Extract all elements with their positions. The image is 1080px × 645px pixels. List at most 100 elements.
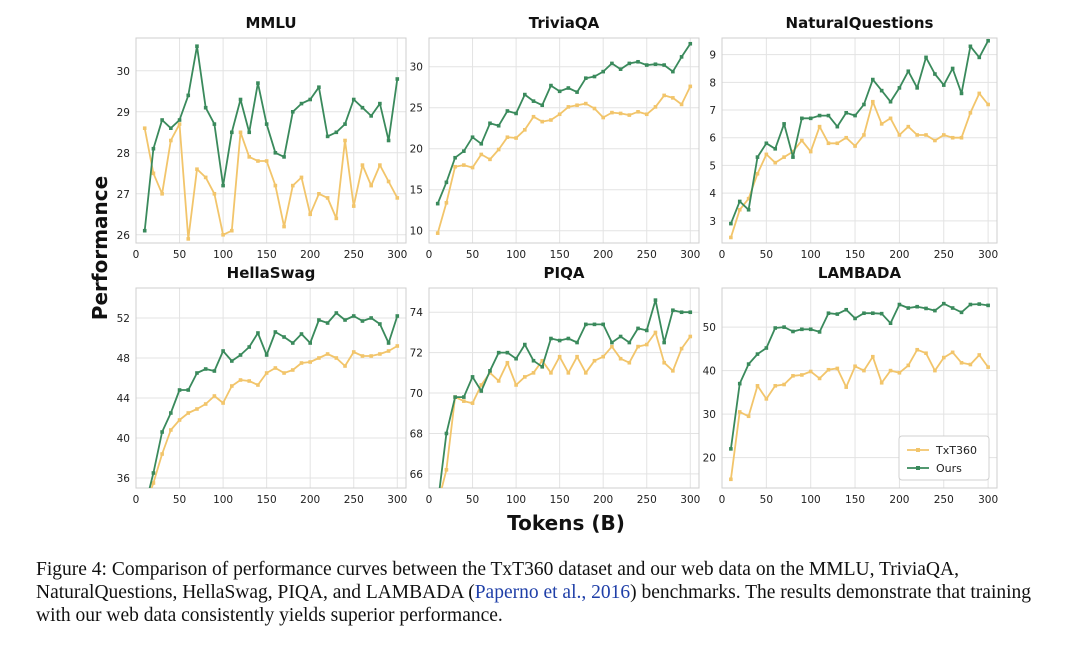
- data-point-txt360: [782, 155, 786, 159]
- data-point-ours: [671, 69, 675, 74]
- data-point-txt360: [688, 84, 693, 89]
- data-point-ours: [351, 97, 356, 102]
- figure-caption: Figure 4: Comparison of performance curv…: [36, 558, 1056, 627]
- data-point-txt360: [729, 477, 733, 482]
- data-point-txt360: [977, 91, 982, 96]
- data-point-txt360: [230, 228, 234, 233]
- data-point-txt360: [435, 231, 440, 235]
- data-point-txt360: [897, 133, 902, 137]
- data-point-ours: [755, 155, 760, 159]
- y-tick-label: 15: [410, 185, 423, 197]
- data-point-ours: [488, 121, 492, 126]
- y-axis-label: Performance: [88, 176, 112, 320]
- data-point-txt360: [386, 179, 391, 184]
- data-point-txt360: [782, 382, 786, 387]
- data-point-txt360: [334, 216, 339, 221]
- plot-frame: [135, 287, 407, 489]
- data-point-txt360: [540, 119, 545, 124]
- data-point-txt360: [160, 452, 164, 456]
- data-point-txt360: [959, 360, 964, 365]
- data-point-ours: [186, 388, 191, 392]
- citation-link[interactable]: Paperno et al., 2016: [474, 582, 631, 603]
- data-point-txt360: [826, 141, 831, 146]
- data-point-ours: [169, 126, 173, 130]
- data-point-txt360: [282, 224, 286, 229]
- data-point-ours: [746, 207, 751, 212]
- data-point-txt360: [755, 171, 760, 176]
- data-point-ours: [653, 298, 658, 302]
- y-tick-label: 66: [410, 469, 424, 481]
- data-point-ours: [906, 69, 911, 74]
- data-point-txt360: [142, 126, 147, 130]
- data-point-ours: [862, 102, 866, 107]
- data-point-txt360: [151, 481, 156, 485]
- y-tick-label: 5: [709, 160, 716, 172]
- data-point-ours: [177, 118, 182, 122]
- data-point-ours: [351, 314, 356, 318]
- data-point-ours: [203, 105, 208, 110]
- x-tick-label: 0: [426, 249, 433, 261]
- data-point-txt360: [575, 103, 579, 108]
- data-point-ours: [773, 326, 778, 330]
- y-tick-label: 52: [117, 313, 130, 325]
- y-tick-label: 20: [703, 453, 716, 465]
- x-tick-label: 250: [344, 494, 364, 506]
- y-tick-label: 9: [709, 50, 716, 62]
- data-point-ours: [933, 308, 937, 313]
- data-point-txt360: [729, 235, 733, 240]
- data-point-txt360: [968, 110, 973, 115]
- series-line-ours: [438, 299, 691, 488]
- data-point-txt360: [853, 364, 857, 369]
- data-point-ours: [299, 101, 304, 106]
- data-point-ours: [764, 141, 769, 146]
- y-tick-label: 40: [117, 433, 130, 445]
- data-point-ours: [143, 506, 147, 510]
- data-point-txt360: [627, 113, 632, 117]
- data-point-txt360: [844, 385, 848, 389]
- data-point-txt360: [653, 105, 658, 109]
- series-group: [142, 44, 400, 241]
- series-group: [729, 38, 990, 240]
- data-point-txt360: [773, 160, 778, 165]
- data-point-ours: [879, 88, 884, 93]
- data-point-ours: [238, 353, 243, 357]
- data-point-ours: [343, 122, 347, 126]
- y-tick-label: 10: [410, 226, 423, 238]
- data-point-ours: [924, 55, 928, 60]
- data-point-ours: [746, 362, 751, 366]
- data-point-ours: [871, 311, 875, 316]
- data-point-ours: [853, 316, 857, 321]
- data-point-txt360: [343, 364, 347, 368]
- data-point-txt360: [610, 344, 614, 349]
- data-point-txt360: [557, 112, 562, 117]
- data-point-ours: [844, 307, 848, 312]
- data-point-txt360: [488, 157, 492, 162]
- data-point-txt360: [800, 138, 804, 143]
- data-point-txt360: [601, 354, 605, 359]
- data-point-ours: [808, 327, 813, 332]
- data-point-ours: [610, 61, 614, 66]
- x-tick-label: 250: [934, 249, 954, 261]
- data-point-ours: [800, 116, 804, 121]
- data-point-txt360: [343, 138, 347, 143]
- data-point-ours: [531, 358, 536, 363]
- data-point-txt360: [835, 141, 840, 146]
- data-point-txt360: [378, 352, 382, 356]
- data-point-txt360: [325, 196, 330, 200]
- data-point-txt360: [351, 350, 356, 354]
- data-point-ours: [247, 130, 252, 135]
- data-point-ours: [583, 322, 588, 327]
- data-point-txt360: [479, 383, 484, 387]
- data-point-txt360: [264, 371, 269, 375]
- legend-label-txt360: TxT360: [935, 444, 977, 457]
- y-tick-label: 40: [703, 366, 716, 378]
- data-point-txt360: [444, 468, 449, 472]
- data-point-txt360: [871, 99, 875, 104]
- data-point-txt360: [844, 135, 848, 140]
- y-tick-label: 26: [117, 230, 131, 242]
- data-point-txt360: [941, 133, 946, 137]
- data-point-txt360: [151, 171, 156, 176]
- data-point-txt360: [221, 233, 225, 237]
- x-tick-label: 300: [387, 494, 407, 506]
- data-point-ours: [151, 471, 156, 475]
